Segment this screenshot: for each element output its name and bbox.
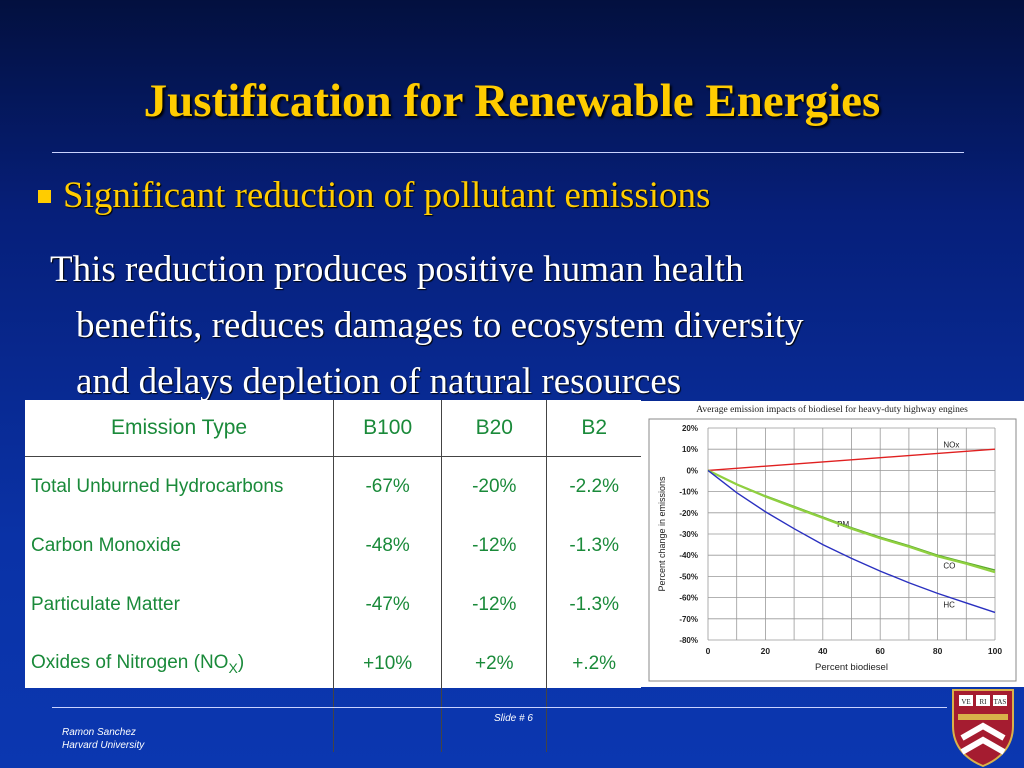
- y-tick-label: -10%: [679, 488, 698, 497]
- table-row: Total Unburned Hydrocarbons -67% -20% -2…: [25, 456, 641, 516]
- row-b100: +10%: [333, 634, 442, 693]
- x-axis-label: Percent biodiesel: [815, 662, 888, 673]
- y-axis-label: Percent change in emissions: [657, 476, 667, 592]
- series-label-nox: NOx: [943, 440, 959, 449]
- series-line-co: [707, 469, 996, 574]
- slide-number: Slide # 6: [494, 713, 533, 724]
- y-tick-label: -60%: [679, 594, 698, 603]
- row-b100: -67%: [333, 456, 442, 516]
- emissions-chart: Average emission impacts of biodiesel fo…: [648, 404, 1017, 682]
- x-tick-label: 20: [761, 646, 771, 656]
- series-line-nox: [707, 448, 996, 472]
- seal-letters-3: TAS: [994, 698, 1007, 706]
- header-b20: B20: [441, 400, 547, 457]
- row-name: Total Unburned Hydrocarbons: [31, 475, 284, 497]
- footer-divider: [52, 707, 947, 708]
- emissions-chart-panel: Average emission impacts of biodiesel fo…: [641, 401, 1024, 687]
- paragraph-line-1: This reduction produces positive human h…: [50, 249, 744, 290]
- slide-title: Justification for Renewable Energies: [143, 75, 881, 127]
- seal-letters-1: VE: [961, 698, 970, 706]
- row-b2: -2.2%: [546, 456, 641, 516]
- table-row: Particulate Matter -47% -12% -1.3%: [25, 575, 641, 634]
- body-paragraph: This reduction produces positive human h…: [50, 242, 980, 410]
- y-tick-label: -20%: [679, 509, 698, 518]
- row-name: Oxides of Nitrogen (NOX): [25, 634, 334, 693]
- title-divider: [52, 152, 964, 153]
- emissions-table-panel: Emission Type B100 B20 B2 Total Unburned…: [25, 400, 641, 752]
- row-b20: -12%: [441, 575, 547, 634]
- x-tick-label: 60: [875, 646, 885, 656]
- y-tick-label: 20%: [682, 424, 698, 433]
- footer-institution: Harvard University: [62, 740, 145, 751]
- bullet-item: Significant reduction of pollutant emiss…: [38, 174, 710, 217]
- row-name: Particulate Matter: [31, 593, 180, 615]
- header-emission-type: Emission Type: [25, 400, 334, 457]
- x-tick-label: 100: [988, 646, 1002, 656]
- seal-letters-2: RI: [980, 698, 988, 706]
- header-b2: B2: [546, 400, 641, 457]
- footer-author: Ramon Sanchez: [62, 727, 136, 738]
- table-row-empty: [25, 693, 641, 752]
- series-label-hc: HC: [943, 600, 955, 609]
- x-tick-label: 80: [933, 646, 943, 656]
- table-row: Carbon Monoxide -48% -12% -1.3%: [25, 516, 641, 575]
- row-b100: -47%: [333, 575, 442, 634]
- row-b20: -20%: [441, 456, 547, 516]
- harvard-seal-icon: VE RI TAS: [952, 689, 1014, 768]
- x-tick-label: 0: [706, 646, 711, 656]
- bullet-text: Significant reduction of pollutant emiss…: [63, 175, 711, 216]
- y-tick-label: -30%: [679, 530, 698, 539]
- row-name-subscript: X: [228, 659, 238, 676]
- y-tick-label: 0%: [686, 466, 698, 475]
- footer-author-block: Ramon Sanchez Harvard University: [62, 726, 144, 752]
- square-bullet-icon: [38, 190, 51, 203]
- row-name-main: Oxides of Nitrogen (NO: [31, 651, 229, 673]
- row-b20: -12%: [441, 516, 547, 575]
- paragraph-line-2: benefits, reduces damages to ecosystem d…: [76, 305, 804, 346]
- row-b20: +2%: [441, 634, 547, 693]
- table-header-row: Emission Type B100 B20 B2: [25, 400, 641, 457]
- row-name-end: ): [237, 651, 245, 673]
- x-tick-label: 40: [818, 646, 828, 656]
- chart-title: Average emission impacts of biodiesel fo…: [696, 404, 968, 415]
- y-tick-label: -70%: [679, 615, 698, 624]
- row-name: Carbon Monoxide: [31, 534, 181, 556]
- row-b2: -1.3%: [546, 516, 641, 575]
- chart-frame: [648, 418, 1017, 682]
- emissions-table: Emission Type B100 B20 B2 Total Unburned…: [25, 400, 641, 752]
- row-b2: +.2%: [546, 634, 641, 693]
- y-tick-label: -80%: [679, 636, 698, 645]
- row-b100: -48%: [333, 516, 442, 575]
- y-tick-label: 10%: [682, 445, 698, 454]
- header-b100: B100: [333, 400, 442, 457]
- series-label-co: CO: [943, 561, 955, 570]
- y-tick-label: -40%: [679, 551, 698, 560]
- paragraph-line-3: and delays depletion of natural resource…: [76, 361, 682, 402]
- table-row: Oxides of Nitrogen (NOX) +10% +2% +.2%: [25, 634, 641, 693]
- y-tick-label: -50%: [679, 572, 698, 581]
- row-b2: -1.3%: [546, 575, 641, 634]
- series-line-hc: [707, 469, 996, 614]
